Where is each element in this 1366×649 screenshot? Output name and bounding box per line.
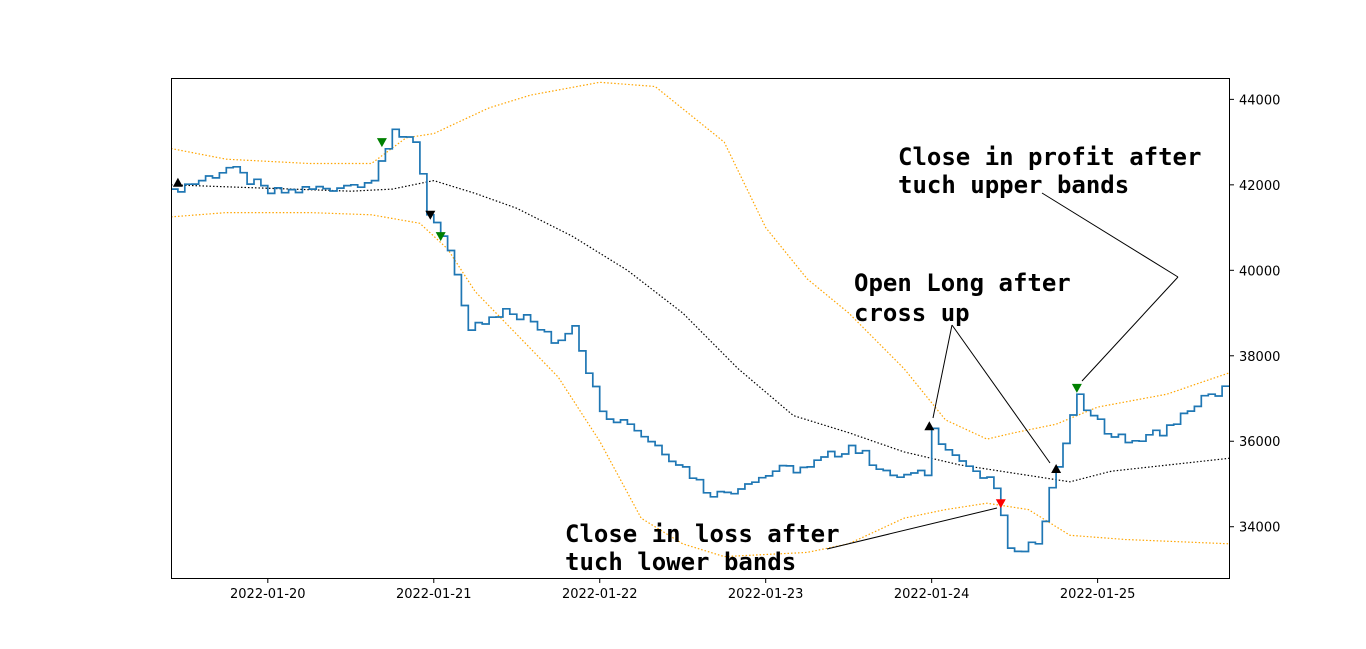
annotation-arrow <box>826 507 998 550</box>
y-tick-label: 42000 <box>1239 179 1280 194</box>
x-tick-label: 2022-01-23 <box>728 587 804 602</box>
x-tick-label: 2022-01-21 <box>396 587 472 602</box>
x-tick-label: 2022-01-24 <box>894 587 970 602</box>
y-tick-label: 34000 <box>1239 521 1280 536</box>
trade-marker-triangle-up <box>924 421 935 431</box>
annotation-text: tuch lower bands <box>565 548 796 576</box>
trade-markers <box>172 138 1082 509</box>
upper-band-line <box>171 81 1229 440</box>
trade-marker-triangle-down <box>1071 383 1082 393</box>
annotation-text: Close in loss after <box>565 520 840 548</box>
annotation-open-long: Open Long after cross up <box>854 269 1071 464</box>
annotation-arrow <box>951 324 1051 464</box>
x-tick-label: 2022-01-22 <box>562 587 638 602</box>
annotation-text: Close in profit after <box>898 143 1201 171</box>
y-tick-label: 44000 <box>1239 93 1280 108</box>
annotation-close-loss: Close in loss after tuch lower bands <box>565 507 998 576</box>
y-tick-label: 36000 <box>1239 435 1280 450</box>
annotation-close-profit: Close in profit after tuch upper bands <box>898 143 1201 382</box>
trade-marker-triangle-down <box>376 138 387 148</box>
plot-area <box>171 81 1229 558</box>
annotation-arrow <box>932 324 953 419</box>
annotation-arrow <box>1041 192 1179 278</box>
plot-frame <box>171 78 1230 579</box>
trade-marker-triangle-up <box>1051 464 1062 474</box>
trade-marker-triangle-down <box>425 210 436 220</box>
lower-band-line <box>171 212 1229 558</box>
annotation-arrow <box>1081 276 1179 382</box>
price-series-line <box>171 128 1229 553</box>
y-axis: 34000 36000 38000 40000 42000 44000 <box>1229 93 1280 536</box>
trade-marker-triangle-down <box>435 232 446 242</box>
trade-marker-triangle-down <box>995 499 1006 509</box>
annotation-text: Open Long after <box>854 269 1071 297</box>
y-tick-label: 40000 <box>1239 264 1280 279</box>
annotation-text: cross up <box>854 299 970 327</box>
annotation-text: tuch upper bands <box>898 171 1129 199</box>
x-tick-label: 2022-01-25 <box>1060 587 1136 602</box>
y-tick-label: 38000 <box>1239 350 1280 365</box>
x-tick-label: 2022-01-20 <box>230 587 306 602</box>
trade-marker-triangle-up <box>172 177 183 187</box>
x-axis: 2022-01-20 2022-01-21 2022-01-22 2022-01-23… <box>230 578 1135 602</box>
